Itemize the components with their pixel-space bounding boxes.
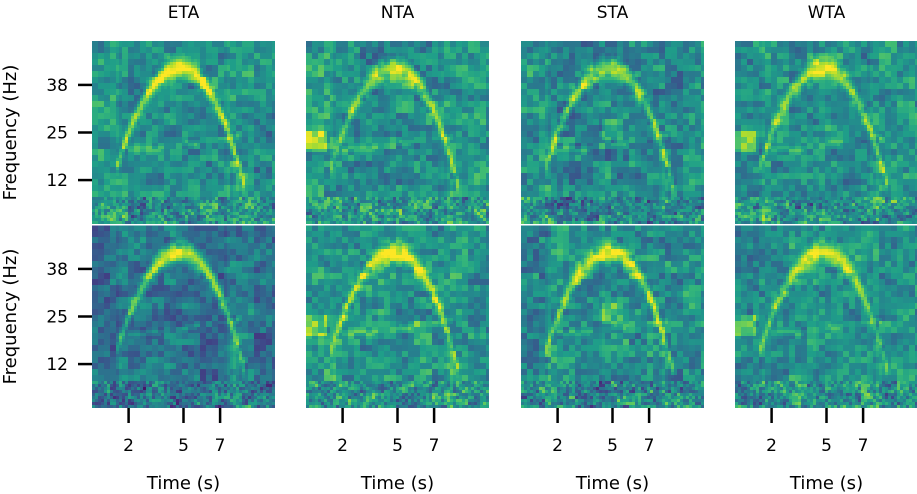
x-axis-label: Time (s) — [789, 473, 863, 494]
column-title-wta: WTA — [808, 3, 846, 23]
y-tick-label: 38 — [46, 260, 68, 280]
y-tick-label: 25 — [46, 308, 68, 328]
heatmap-panel-wta-row-2 — [735, 225, 917, 408]
y-tick-label: 25 — [46, 124, 68, 144]
column-title-eta: ETA — [168, 3, 200, 23]
heatmap-panel-nta-row-1 — [306, 41, 489, 224]
x-tick-label: 7 — [215, 436, 226, 456]
x-tick-label: 2 — [766, 436, 777, 456]
y-axis-label: Frequency (Hz) — [0, 65, 21, 201]
x-axis-label: Time (s) — [575, 473, 649, 494]
x-tick-label: 2 — [337, 436, 348, 456]
heatmap-panel-eta-row-2 — [92, 225, 275, 408]
heatmap-panel-sta-row-2 — [521, 225, 704, 408]
x-tick-label: 2 — [123, 436, 134, 456]
heatmap-panel-sta-row-1 — [521, 41, 704, 224]
x-tick-label: 7 — [429, 436, 440, 456]
y-tick-label: 12 — [46, 355, 68, 375]
x-tick-label: 7 — [858, 436, 869, 456]
y-tick-label: 12 — [46, 171, 68, 191]
column-title-nta: NTA — [381, 3, 415, 23]
x-tick-label: 5 — [821, 436, 832, 456]
x-tick-label: 7 — [644, 436, 655, 456]
x-tick-label: 5 — [392, 436, 403, 456]
column-title-sta: STA — [597, 3, 629, 23]
y-tick-label: 38 — [46, 76, 68, 96]
y-axis-label: Frequency (Hz) — [0, 249, 21, 385]
x-tick-label: 5 — [178, 436, 189, 456]
heatmap-panel-eta-row-1 — [92, 41, 275, 224]
x-axis-label: Time (s) — [146, 473, 220, 494]
x-tick-label: 2 — [552, 436, 563, 456]
heatmap-panel-nta-row-2 — [306, 225, 489, 408]
x-tick-label: 5 — [607, 436, 618, 456]
heatmap-panel-wta-row-1 — [735, 41, 917, 224]
x-axis-label: Time (s) — [360, 473, 434, 494]
